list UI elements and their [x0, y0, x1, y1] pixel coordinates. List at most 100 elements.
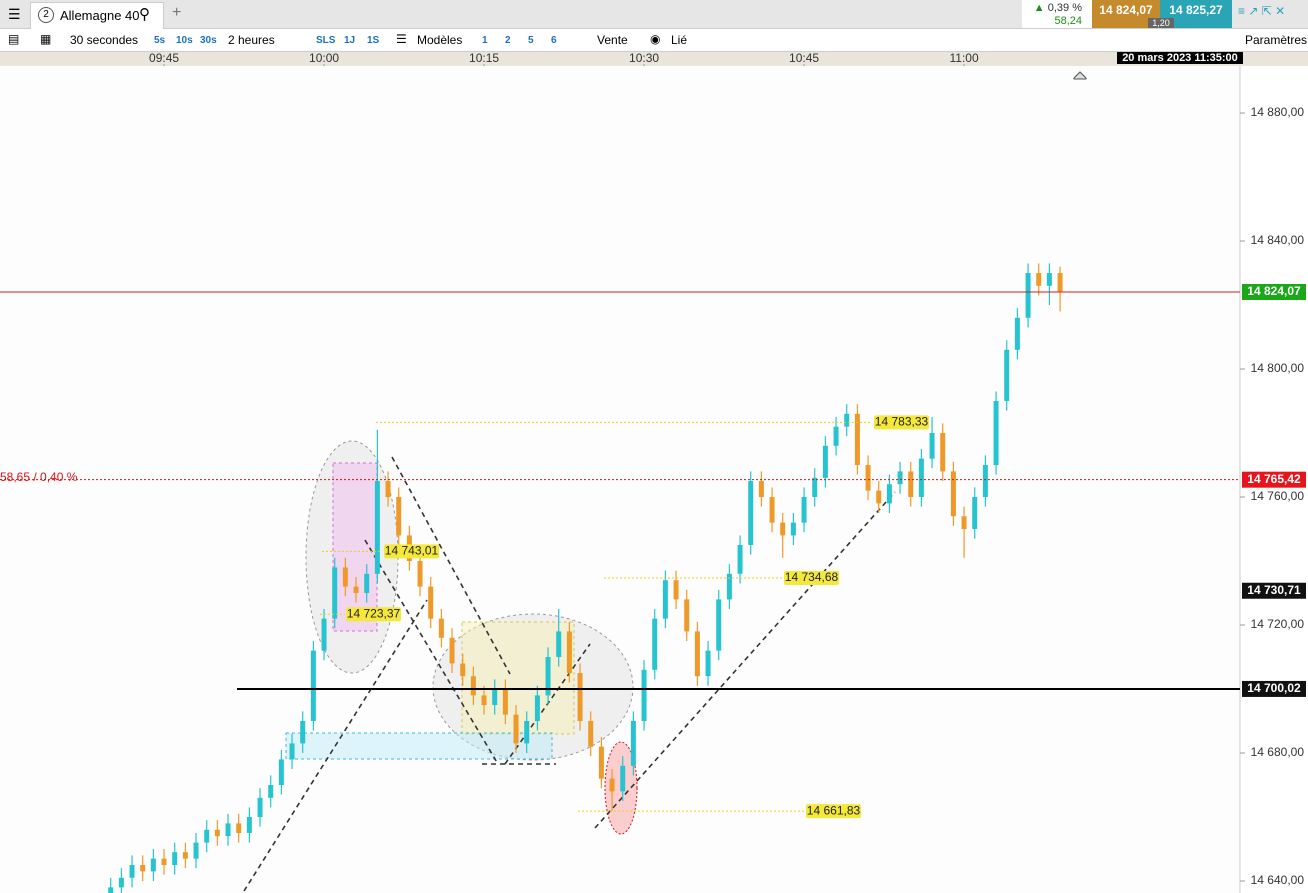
box	[285, 732, 553, 760]
level-label-box	[1242, 582, 1306, 599]
candle-body	[278, 759, 284, 786]
candle-body	[236, 823, 242, 834]
candle-body	[118, 877, 124, 888]
candle-body	[556, 631, 562, 658]
candle-body	[758, 481, 764, 498]
candle-body	[684, 599, 690, 632]
candle-body	[737, 545, 743, 574]
candle-body	[908, 471, 914, 498]
y-tick-label: 14 840,00	[1251, 233, 1305, 247]
candle-body	[129, 865, 135, 878]
annotation-box	[784, 571, 839, 586]
candle-body	[897, 471, 903, 485]
candle-body	[886, 484, 892, 504]
x-tick-label: 10:00	[309, 52, 339, 65]
layout-option[interactable]: 1	[482, 35, 488, 46]
candle-body	[865, 465, 871, 491]
level-label: 14 730,71	[1247, 583, 1301, 597]
candle-body	[854, 413, 860, 466]
level-label: 14 824,07	[1247, 284, 1301, 298]
add-tab[interactable]: +	[172, 4, 182, 21]
candle-body	[246, 817, 252, 834]
layout-option[interactable]: 5	[528, 35, 534, 46]
candle-body	[982, 465, 988, 498]
date-label: 20 mars 2023 11:35:00	[1122, 52, 1238, 64]
trend-line	[243, 599, 428, 892]
bid-button[interactable]: 14 824,07	[1092, 0, 1160, 28]
tab-number: 2	[38, 7, 54, 23]
candle-body	[929, 433, 935, 459]
annotation-label: 14 661,83	[807, 803, 861, 817]
trend-line	[364, 539, 499, 765]
toolbar: ▤ ▦ 30 secondes 5s 10s 30s 2 heures SLS …	[0, 29, 1308, 52]
x-tick-label: 10:30	[629, 52, 659, 65]
candle-body	[150, 858, 156, 872]
candle-body	[1025, 273, 1031, 318]
menu-icon[interactable]: ☰	[8, 6, 21, 22]
candle-body	[470, 676, 476, 696]
window-icons[interactable]: ≡ ↗ ⇱ ✕	[1238, 4, 1286, 18]
x-tick-label: 11:00	[949, 52, 978, 65]
annotation-label: 14 743,01	[385, 544, 439, 558]
instrument-tab[interactable]: 2 Allemagne 40 ⚲	[30, 2, 164, 29]
layout-option[interactable]: 6	[551, 35, 557, 46]
annotation-label: 14 734,68	[785, 570, 839, 584]
interval-option[interactable]: 5s	[154, 35, 166, 46]
candle-body	[716, 599, 722, 651]
templates-button[interactable]: Modèles	[417, 33, 463, 47]
candle-body	[257, 797, 263, 818]
candle-body	[108, 887, 114, 893]
candle-body	[577, 673, 583, 722]
candle-body	[364, 573, 370, 594]
candle-body	[918, 458, 924, 498]
link-button[interactable]: Lié	[671, 33, 688, 47]
range-select[interactable]: 2 heures	[228, 33, 275, 47]
candle-body	[993, 401, 999, 466]
candle-body	[513, 714, 519, 744]
candle-body	[1014, 317, 1020, 350]
chart: 20 mars 2023 11:35:00 58,65 / 0,40 % 14 …	[0, 52, 1308, 893]
candle-body	[694, 631, 700, 677]
y-tick-label: 14 720,00	[1251, 617, 1305, 631]
templates-icon: ☰	[396, 32, 407, 46]
candle-body	[492, 689, 498, 706]
tab-title: Allemagne 40	[60, 8, 140, 23]
candle-body	[822, 445, 828, 478]
candle-body	[214, 829, 220, 837]
layout-option[interactable]: 2	[505, 35, 511, 46]
level-label-box	[1242, 284, 1306, 301]
range-option[interactable]: 1S	[367, 35, 380, 46]
y-tick-label: 14 800,00	[1251, 361, 1305, 375]
candle-body	[673, 580, 679, 600]
candle-body	[748, 481, 754, 546]
range-option[interactable]: SLS	[316, 35, 336, 46]
candle-body	[289, 743, 295, 760]
list-icon[interactable]: ▤	[8, 32, 20, 46]
candle-body	[652, 618, 658, 670]
candle-body	[161, 858, 167, 866]
interval-option[interactable]: 10s	[176, 35, 193, 46]
candle-body	[598, 746, 604, 779]
change-pts: 58,24	[1054, 15, 1082, 27]
interval-select[interactable]: 30 secondes	[70, 33, 139, 47]
candle-body	[524, 721, 530, 744]
interval-option[interactable]: 30s	[200, 35, 217, 46]
range-option[interactable]: 1J	[344, 35, 356, 46]
x-tick-label: 10:45	[789, 52, 819, 65]
settings-button[interactable]: Paramètres	[1245, 33, 1308, 47]
candle-body	[705, 650, 711, 677]
candle-body	[417, 561, 423, 587]
candle-body	[641, 669, 647, 722]
scroll-marker[interactable]	[1073, 71, 1087, 80]
layout-icon[interactable]: ▦	[40, 32, 52, 46]
annotation-label: 14 783,33	[875, 415, 929, 429]
annotation-box	[874, 415, 929, 430]
candle-body	[844, 413, 850, 427]
candle-body	[449, 637, 455, 664]
candle-body	[534, 695, 540, 722]
order-button[interactable]: Vente	[597, 33, 628, 47]
candle-body	[545, 657, 551, 696]
search-icon[interactable]: ⚲	[139, 6, 150, 23]
candle-body	[225, 823, 231, 837]
candle-body	[460, 663, 466, 677]
